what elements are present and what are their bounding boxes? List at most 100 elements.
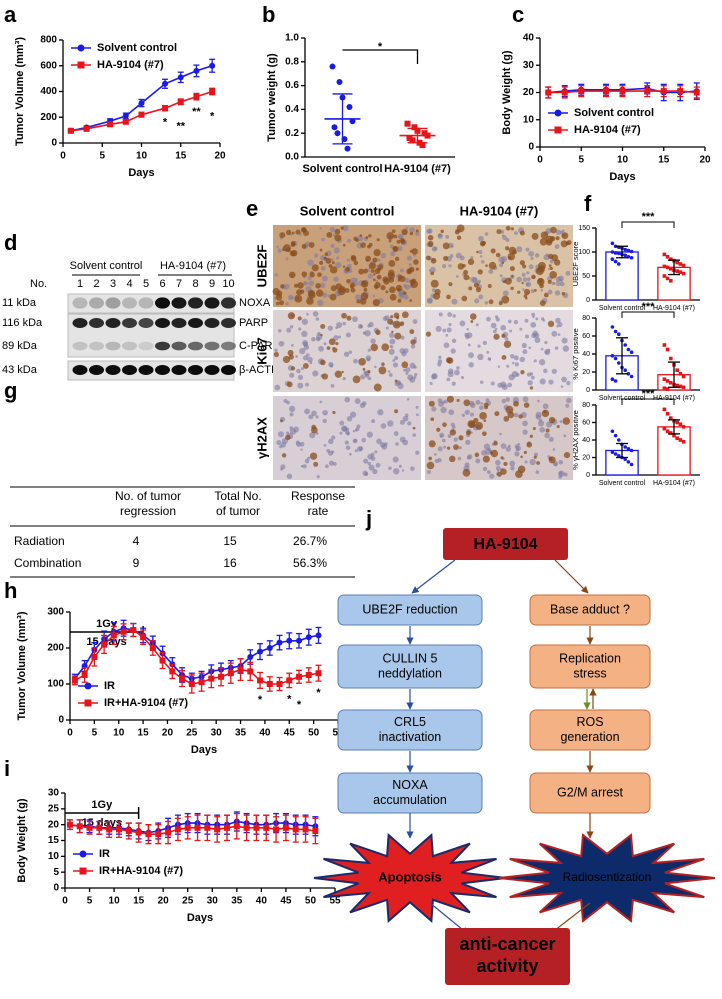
stain xyxy=(508,256,512,260)
x-axis-label: Days xyxy=(128,167,154,179)
stain xyxy=(399,275,406,282)
nucleus xyxy=(347,238,352,243)
nucleus xyxy=(300,464,304,468)
stain xyxy=(507,411,515,419)
nucleus xyxy=(534,337,541,344)
nucleus xyxy=(514,451,520,457)
x-tick-label: 5 xyxy=(578,155,584,166)
data-point xyxy=(209,62,216,69)
stain xyxy=(427,240,434,247)
data-point xyxy=(662,377,667,381)
stain xyxy=(401,311,409,319)
blot-band xyxy=(221,297,236,309)
table-cell: 56.3% xyxy=(293,556,327,570)
stain xyxy=(342,243,346,247)
legend-label: IR+HA-9104 (#7) xyxy=(99,865,183,877)
row-label: γH2AX xyxy=(254,417,269,459)
blot-band xyxy=(171,318,187,328)
stain xyxy=(425,331,432,337)
data-point xyxy=(672,433,676,438)
y-tick-label: 0.0 xyxy=(285,152,299,163)
data-point xyxy=(613,433,618,438)
node-box xyxy=(337,709,483,751)
data-point xyxy=(315,670,322,677)
y-axis-label: % Ki67 positive xyxy=(571,328,580,379)
stain xyxy=(382,276,389,283)
data-point xyxy=(617,453,621,458)
nucleus xyxy=(366,357,371,362)
nucleus xyxy=(548,379,554,385)
stain xyxy=(458,435,464,441)
nucleus xyxy=(413,336,417,340)
nucleus xyxy=(486,316,491,322)
nucleus xyxy=(367,348,371,352)
nucleus xyxy=(328,460,335,466)
node-label: CRL5 xyxy=(394,715,426,729)
stain xyxy=(430,279,439,288)
nucleus xyxy=(544,432,550,439)
nucleus xyxy=(335,261,342,269)
data-point xyxy=(678,422,683,427)
nucleus xyxy=(468,362,474,368)
panel-label: h xyxy=(4,578,17,603)
nucleus xyxy=(315,317,320,321)
nucleus xyxy=(511,361,515,365)
nucleus xyxy=(500,324,507,331)
nucleus xyxy=(481,450,487,456)
annotation: ** xyxy=(192,106,201,118)
x-tick-label: 20 xyxy=(162,728,174,739)
stain xyxy=(346,315,352,321)
nucleus xyxy=(514,231,518,236)
data-point xyxy=(305,672,312,678)
data-point xyxy=(665,387,670,391)
nucleus xyxy=(566,380,571,386)
nucleus xyxy=(377,258,381,262)
data-point xyxy=(135,829,142,836)
stain xyxy=(434,288,441,295)
y-tick-label: 200 xyxy=(47,643,64,654)
node-label: ROS xyxy=(576,715,603,729)
data-point xyxy=(282,824,289,831)
blot-band xyxy=(155,365,170,375)
x-tick-label: Solvent control xyxy=(599,480,646,487)
stain xyxy=(311,264,319,272)
lane-header: No. xyxy=(30,278,47,290)
data-point xyxy=(214,826,221,833)
stain xyxy=(367,369,371,374)
stain xyxy=(493,441,498,446)
nucleus xyxy=(505,397,511,402)
stain xyxy=(490,449,499,458)
stain xyxy=(525,296,528,300)
data-point xyxy=(669,431,673,435)
stain xyxy=(461,295,468,302)
data-point xyxy=(174,826,181,833)
stain xyxy=(367,244,371,249)
stain xyxy=(550,226,557,234)
nucleus xyxy=(508,374,515,381)
y-tick-label: 300 xyxy=(47,607,64,618)
x-tick-label: 50 xyxy=(308,728,320,739)
nucleus xyxy=(357,446,363,452)
nucleus xyxy=(339,431,343,435)
nucleus xyxy=(314,253,319,258)
nucleus xyxy=(551,330,558,337)
stain xyxy=(394,379,398,383)
data-point xyxy=(665,255,670,259)
nucleus xyxy=(451,338,457,344)
nucleus xyxy=(375,279,378,283)
data-point xyxy=(286,677,293,684)
nucleus xyxy=(356,424,361,429)
nucleus xyxy=(410,344,416,349)
nucleus xyxy=(354,277,359,282)
y-tick-label: 0 xyxy=(528,142,534,153)
nucleus xyxy=(517,442,521,446)
stain xyxy=(430,271,435,276)
stain xyxy=(529,434,533,438)
nucleus xyxy=(479,255,483,258)
arrow xyxy=(554,559,589,594)
nucleus xyxy=(374,365,377,369)
stain xyxy=(449,429,457,436)
nucleus xyxy=(402,415,409,422)
nucleus xyxy=(297,374,304,381)
data-point xyxy=(681,374,686,379)
